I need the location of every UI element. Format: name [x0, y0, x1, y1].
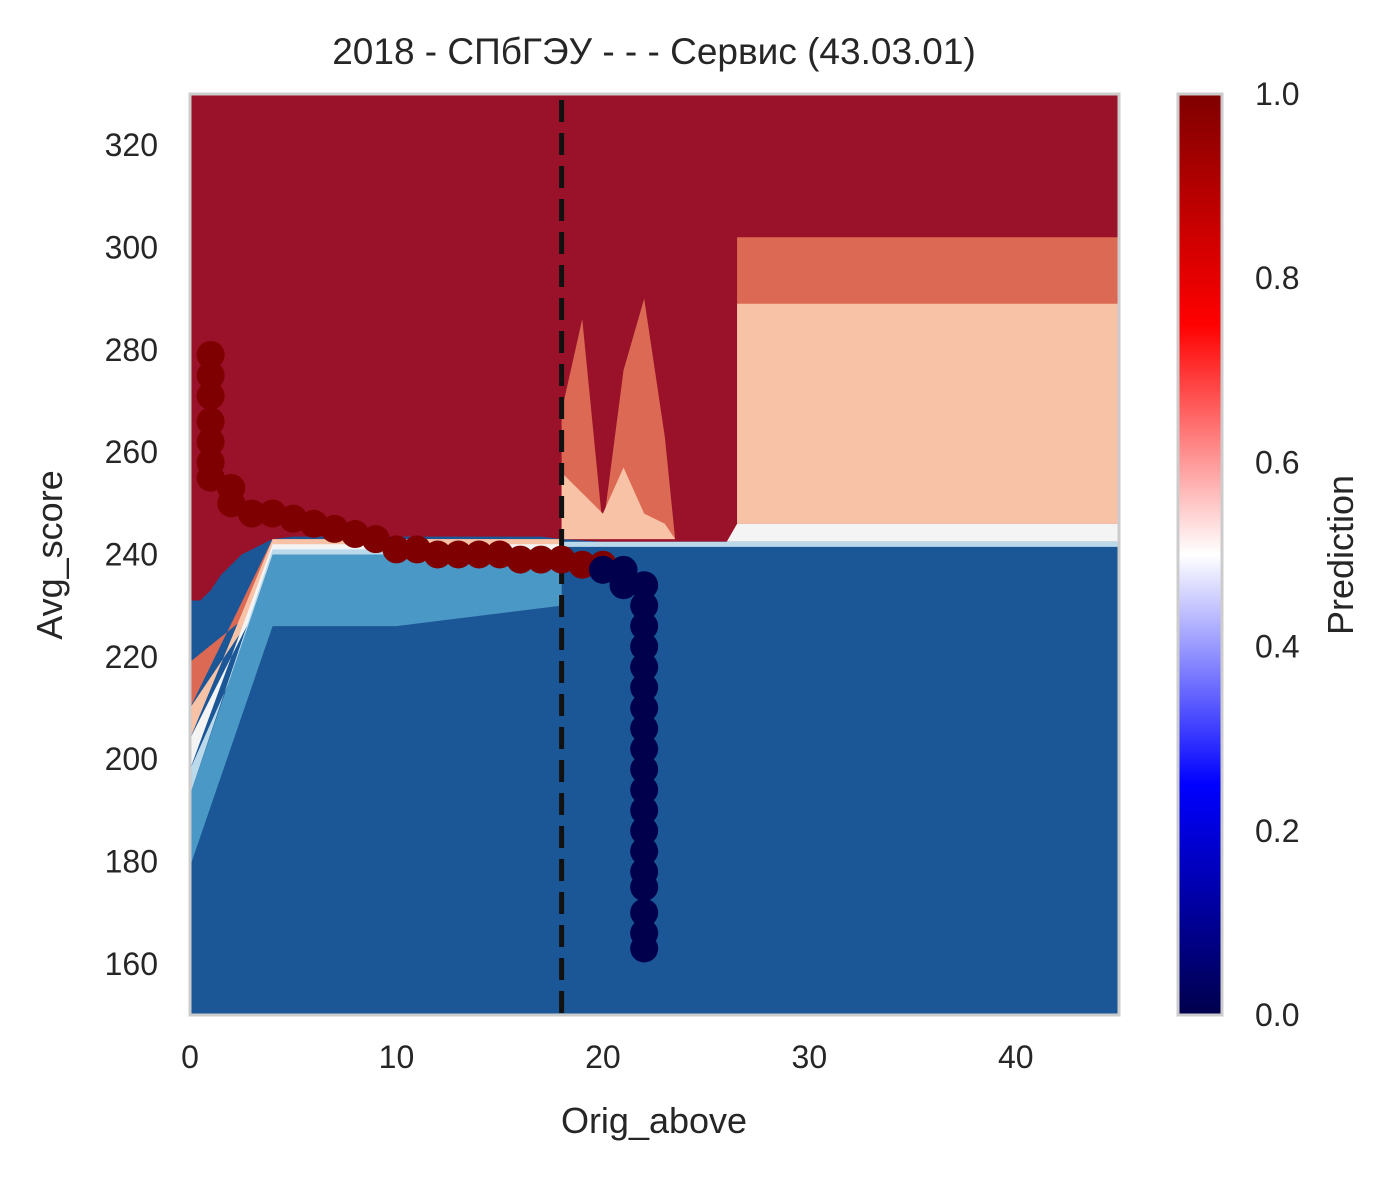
colorbar [1178, 94, 1222, 1015]
point-class1-15 [361, 525, 390, 554]
colorbar-tick-label: 1.0 [1255, 76, 1299, 112]
colorbar-tick-label: 0.0 [1255, 997, 1299, 1033]
point-class1-4 [196, 427, 225, 456]
contour-band-4 [190, 554, 562, 867]
point-class1-8 [217, 489, 246, 518]
point-class1-3 [196, 407, 225, 436]
point-class0-12 [630, 755, 659, 784]
point-class0-7 [630, 653, 659, 682]
y-tick-label: 200 [105, 741, 158, 777]
point-class0-21 [630, 934, 659, 963]
point-class1-0 [196, 340, 225, 369]
chart-title: 2018 - СПбГЭУ - - - Сервис (43.03.01) [332, 31, 976, 72]
x-tick-label: 40 [998, 1039, 1034, 1075]
point-class1-22 [506, 545, 535, 574]
scatter-points [196, 340, 659, 963]
point-class0-15 [630, 816, 659, 845]
contour-band-6 [561, 467, 676, 540]
y-tick-label: 320 [105, 127, 158, 163]
colorbar-tick-label: 0.6 [1255, 444, 1299, 480]
contour-band-10 [561, 541, 1119, 547]
contour-band-9 [726, 523, 1119, 542]
point-class1-18 [423, 540, 452, 569]
y-tick-label: 260 [105, 434, 158, 470]
y-axis: 160 180 200 220 240 260 280 300 320 [105, 127, 158, 982]
y-axis-label: Avg_score [29, 470, 70, 639]
point-class1-2 [196, 381, 225, 410]
colorbar-label: Prediction [1320, 475, 1361, 635]
point-class0-6 [630, 632, 659, 661]
point-class1-6 [196, 463, 225, 492]
point-class0-4 [630, 591, 659, 620]
point-class0-8 [630, 673, 659, 702]
colorbar-tick-label: 0.8 [1255, 260, 1299, 296]
plot-frame [188, 92, 1121, 1017]
point-class1-1 [196, 361, 225, 390]
x-tick-label: 30 [792, 1039, 828, 1075]
colorbar-tick-label: 0.2 [1255, 813, 1299, 849]
y-tick-label: 160 [105, 946, 158, 982]
point-class0-2 [609, 571, 638, 600]
x-axis: 0 10 20 30 40 [181, 1039, 1033, 1075]
y-tick-label: 300 [105, 230, 158, 266]
x-tick-label: 20 [585, 1039, 621, 1075]
point-class1-16 [382, 535, 411, 564]
point-class0-14 [630, 796, 659, 825]
point-class1-19 [444, 540, 473, 569]
point-class0-19 [630, 898, 659, 927]
point-class1-20 [465, 540, 494, 569]
y-tick-label: 180 [105, 844, 158, 880]
colorbar-frame [1176, 92, 1224, 1017]
point-class0-3 [630, 571, 659, 600]
colorbar-tick-label: 0.4 [1255, 629, 1299, 665]
contour-band-5 [561, 298, 676, 540]
x-tick-label: 10 [379, 1039, 415, 1075]
x-axis-label: Orig_above [561, 1100, 747, 1141]
point-class0-16 [630, 837, 659, 866]
point-class0-10 [630, 714, 659, 743]
contour-band-8 [737, 303, 1119, 524]
point-class0-9 [630, 694, 659, 722]
colorbar-ticks: 0.0 0.2 0.4 0.6 0.8 1.0 [1255, 76, 1299, 1033]
y-tick-label: 240 [105, 537, 158, 573]
point-class0-18 [630, 873, 659, 902]
x-tick-label: 0 [181, 1039, 199, 1075]
point-class0-11 [630, 734, 659, 763]
contour-regions [190, 237, 1119, 867]
point-class0-5 [630, 612, 659, 641]
y-tick-label: 220 [105, 639, 158, 675]
y-tick-label: 280 [105, 332, 158, 368]
point-class1-23 [526, 545, 555, 574]
point-class0-0 [588, 555, 617, 584]
point-class1-9 [237, 499, 266, 528]
point-class0-13 [630, 775, 659, 804]
